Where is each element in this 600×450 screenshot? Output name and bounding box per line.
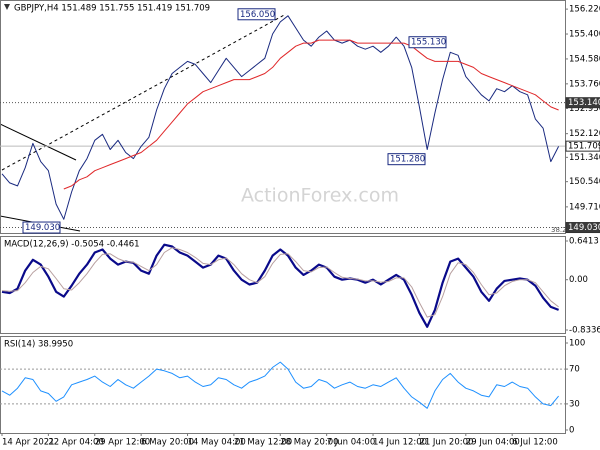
x-tick-label: 28 May 20:00 [280,438,338,448]
panel-frame [0,0,566,234]
panel-frame [0,336,566,434]
y-tick-label: 154.580 [569,54,600,64]
y-tick-label: 152.950 [569,104,600,114]
x-tick-label: 29 Apr 12:00 [95,438,150,448]
y-tick-label: 0.6413 [569,237,599,247]
x-tick-label: 14 Apr 2021 [2,438,55,448]
panel: 0.6413 0.00 -0.8336 MACD(12,26,9) -0.5054 -… [0,236,600,336]
annotation-label: 156.050 [240,10,275,20]
y-tick-label: 0.00 [569,275,588,285]
x-tick-label: 29 Jun 04:00 [466,438,520,448]
y-tick-label: 156.220 [569,5,600,15]
series-line [1,243,559,328]
panel: 100 70 30 0 RSI(14) 38.9950 [0,336,585,436]
series-line [1,361,559,409]
y-tick-label: 149.710 [569,202,600,212]
annotation-box [22,221,61,234]
series-line [1,15,560,220]
series-line [63,39,559,190]
price-tag-label: 151.709 [568,142,600,152]
panel: ActionForex.com 156.220 155.400 154.580 153.… [0,0,600,234]
x-tick-label: 14 May 04:00 [188,438,246,448]
y-tick-label: 153.760 [569,79,600,89]
panel-title: MACD(12,26,9) -0.5054 -0.4461 [4,240,140,250]
y-tick-label: 0 [569,426,574,436]
annotation-box [237,8,276,21]
fib-label: 38.2 [551,226,567,234]
price-tag [565,140,600,152]
x-tick-label: 6 Jul 12:00 [512,438,558,448]
y-tick-label: 100 [569,339,585,349]
annotation-box [408,36,447,49]
annotation-label: 155.130 [411,38,446,48]
x-tick-label: 7 Jun 04:00 [327,438,376,448]
watermark: ActionForex.com [241,185,399,207]
x-tick-label: 21 Jun 20:00 [419,438,473,448]
annotation-label: 149.030 [25,223,60,233]
x-tick-label: 6 May 20:00 [141,438,194,448]
price-tag [565,222,600,234]
trend-line [0,123,77,161]
y-tick-label: -0.8336 [569,326,600,336]
panel-frame [0,236,566,334]
annotation-label: 151.280 [390,155,425,165]
series-line [1,247,559,318]
price-tag-label: 149.030 [568,223,600,233]
y-tick-label: 30 [569,399,580,409]
y-tick-label: 150.540 [569,177,600,187]
y-tick-label: 70 [569,365,580,375]
title-icon [4,4,10,10]
panel-title: RSI(14) 38.9950 [4,340,73,350]
x-tick-label: 22 Apr 04:00 [48,438,103,448]
annotation-box [387,153,426,166]
price-tag [565,97,600,109]
x-tick-label: 21 May 12:00 [234,438,292,448]
y-tick-label: 151.340 [569,153,600,163]
trend-line [1,13,287,171]
y-tick-label: 155.400 [569,30,600,40]
panel-title: GBPJPY,H4 151.489 151.755 151.419 151.70… [14,4,210,14]
price-tag-label: 153.140 [568,98,600,108]
y-tick-label: 152.120 [569,129,600,139]
x-tick-label: 14 Jun 12:00 [373,438,427,448]
